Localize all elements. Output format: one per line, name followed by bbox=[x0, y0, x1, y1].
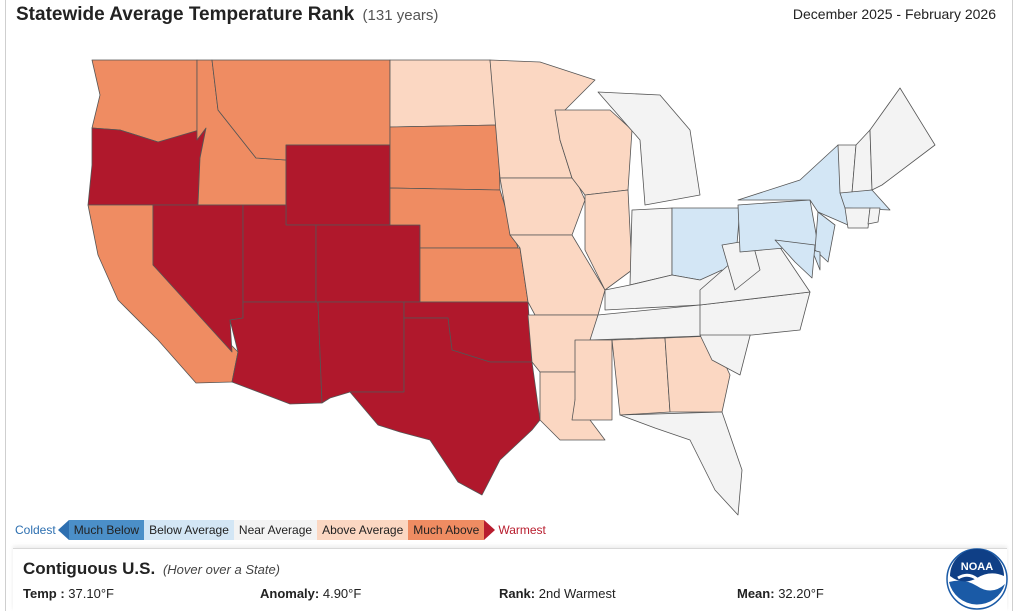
state-in[interactable] bbox=[629, 207, 673, 286]
state-al[interactable] bbox=[611, 337, 671, 416]
legend-warmest-label: Warmest bbox=[498, 523, 546, 537]
state-sd[interactable] bbox=[389, 124, 501, 191]
stat-mean-label: Mean: bbox=[737, 586, 775, 601]
stat-anomaly-value: 4.90°F bbox=[322, 586, 362, 601]
period-label: December 2025 - February 2026 bbox=[792, 6, 996, 22]
legend-above-average: Above Average bbox=[317, 520, 409, 540]
legend-near-average: Near Average bbox=[233, 520, 318, 540]
stat-mean: Mean: 32.20°F bbox=[737, 586, 824, 601]
state-co[interactable] bbox=[315, 224, 421, 303]
state-ct[interactable] bbox=[844, 207, 871, 229]
state-ma[interactable] bbox=[839, 189, 891, 211]
legend-below-average: Below Average bbox=[144, 520, 234, 540]
map-title: Statewide Average Temperature Rank (131 … bbox=[16, 4, 438, 26]
stat-anomaly-label: Anomaly: bbox=[260, 586, 320, 601]
state-ia[interactable] bbox=[499, 177, 586, 236]
title-text: Statewide Average Temperature Rank bbox=[16, 4, 355, 25]
stat-mean-value: 32.20°F bbox=[778, 586, 824, 601]
stat-anomaly: Anomaly: 4.90°F bbox=[260, 586, 361, 601]
hover-hint: (Hover over a State) bbox=[162, 562, 280, 577]
stat-temp: Temp : 37.10°F bbox=[23, 586, 114, 601]
legend-coldest-label: Coldest bbox=[15, 523, 56, 537]
state-fl[interactable] bbox=[619, 411, 743, 516]
legend-much-above: Much Above bbox=[408, 520, 485, 540]
state-md[interactable] bbox=[774, 239, 816, 279]
us-state-map bbox=[87, 59, 936, 516]
legend: Coldest Much Below Below Average Near Av… bbox=[15, 520, 548, 540]
stat-rank-label: Rank: bbox=[499, 586, 536, 601]
state-mi[interactable] bbox=[597, 91, 701, 206]
noaa-logo-icon[interactable]: NOAA bbox=[946, 548, 1008, 610]
state-ms[interactable] bbox=[571, 339, 613, 421]
state-az[interactable] bbox=[229, 301, 323, 405]
state-me[interactable] bbox=[869, 87, 936, 191]
stat-rank: Rank: 2nd Warmest bbox=[499, 586, 616, 601]
state-nj[interactable] bbox=[814, 211, 836, 263]
state-tx[interactable] bbox=[349, 317, 541, 496]
stat-rank-value: 2nd Warmest bbox=[538, 586, 616, 601]
state-ks[interactable] bbox=[419, 247, 529, 303]
state-wy[interactable] bbox=[285, 144, 391, 226]
page-frame bbox=[5, 0, 1013, 611]
noaa-logo-text: NOAA bbox=[961, 561, 993, 573]
warmest-arrow-icon bbox=[484, 520, 496, 540]
state-ri[interactable] bbox=[867, 207, 881, 225]
region-label: Contiguous U.S. bbox=[23, 559, 156, 578]
state-nh[interactable] bbox=[851, 129, 873, 194]
region-name: Contiguous U.S. (Hover over a State) bbox=[23, 559, 280, 579]
state-or[interactable] bbox=[87, 127, 207, 206]
legend-much-below: Much Below bbox=[68, 520, 145, 540]
coldest-arrow-icon bbox=[57, 520, 69, 540]
title-subtitle: (131 years) bbox=[362, 7, 439, 24]
stat-temp-value: 37.10°F bbox=[68, 586, 114, 601]
state-nd[interactable] bbox=[389, 59, 499, 128]
state-il[interactable] bbox=[584, 189, 633, 291]
stats-panel: Contiguous U.S. (Hover over a State) Tem… bbox=[13, 548, 1007, 611]
state-nm[interactable] bbox=[317, 301, 405, 404]
stat-temp-label: Temp : bbox=[23, 586, 65, 601]
